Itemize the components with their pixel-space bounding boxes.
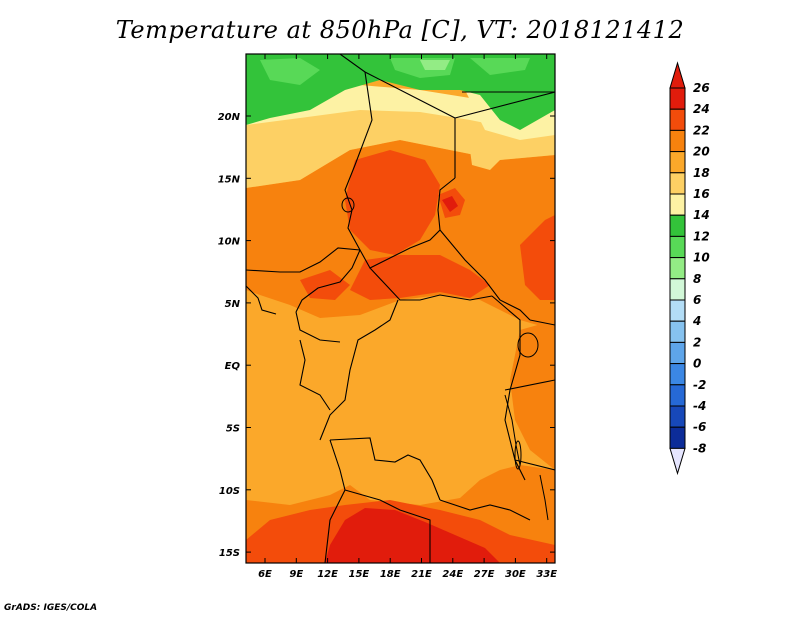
lon-label: 12E [317,569,338,580]
lon-label: 24E [442,569,463,580]
lon-label: 27E [474,569,495,580]
band-10-12-a [260,58,320,85]
colorbar-bottom-arrow [669,447,686,476]
country-borders [246,54,555,563]
lat-label: 10N [218,237,241,248]
lat-label: 15S [219,548,240,559]
colorbar-label: 16 [693,187,710,201]
colorbar-label: -4 [693,399,706,413]
map-frame [245,53,556,564]
colorbar-segment [669,341,686,365]
lon-label: 6E [258,569,272,580]
lat-label: 5N [225,299,241,310]
colorbar-label: -6 [693,420,706,434]
map-tick-marks [246,54,555,563]
colorbar-label: 0 [693,357,701,371]
colorbar-label: 22 [693,123,710,137]
colorbar-segment [669,151,686,174]
lon-label: 9E [289,569,303,580]
map-longitude-labels: 6E 9E 12E 15E 18E 21E 24E 27E 30E 33E [258,569,557,580]
lat-label: 10S [219,486,240,497]
colorbar-top-arrow [669,61,686,89]
colorbar-segment [669,257,686,280]
lon-label: 33E [536,569,557,580]
colorbar-label: 12 [693,229,710,243]
colorbar-label: 6 [693,293,701,307]
band-22-24-chad [345,150,440,255]
colorbar-segment [669,299,686,322]
colorbar-segment [669,278,686,301]
colorbar-label: 24 [693,102,710,116]
band-8-10-a [420,60,450,70]
colorbar-label: 4 [692,314,701,328]
colorbar-label: 14 [693,208,710,222]
lon-label: 30E [505,569,526,580]
colorbar-segment [669,193,686,216]
band-10-12-c [470,58,530,75]
band-22-24-sudan [520,215,555,300]
map-latitude-labels: 20N 15N 10N 5N EQ 5S 10S 15S [218,112,241,559]
colorbar-segment [669,87,686,110]
map-title: Temperature at 850hPa [C], VT: 201812141… [115,16,685,44]
band-12-14-north [246,54,555,130]
colorbar [669,61,686,476]
colorbar-label: 10 [693,251,710,265]
colorbar-segment [669,363,686,386]
band-24-26-spot [442,196,458,212]
lat-label: 5S [226,424,240,435]
colorbar-segment [669,172,686,195]
colorbar-label: -2 [693,378,706,392]
colorbar-label: 20 [693,145,710,159]
colorbar-segment [669,426,686,449]
lakes [341,197,549,521]
colorbar-label: 2 [693,335,701,349]
lon-label: 15E [349,569,370,580]
lon-label: 18E [380,569,401,580]
colorbar-label: 8 [693,272,701,286]
band-16-18-spot-b [285,128,308,148]
colorbar-segment [669,320,686,343]
colorbar-label: -8 [693,441,706,455]
temperature-field [246,54,555,563]
colorbar-segment [669,214,686,237]
band-16-18-spot-a [470,140,505,170]
band-22-24-car [350,255,490,300]
lat-label: EQ [225,361,241,372]
band-20-22-east [510,320,555,470]
colorbar-segment [669,405,686,428]
colorbar-segment [669,384,686,407]
grads-credit: GrADS: IGES/COLA [4,603,98,613]
lat-label: 20N [218,112,241,123]
colorbar-segment [669,235,686,259]
colorbar-label: 18 [693,166,710,180]
colorbar-segment [669,129,686,153]
colorbar-segment [669,108,686,131]
band-24-26-angola-zambia [325,508,500,563]
colorbar-label: 26 [693,81,710,95]
lon-label: 21E [411,569,432,580]
lat-label: 15N [218,174,241,185]
